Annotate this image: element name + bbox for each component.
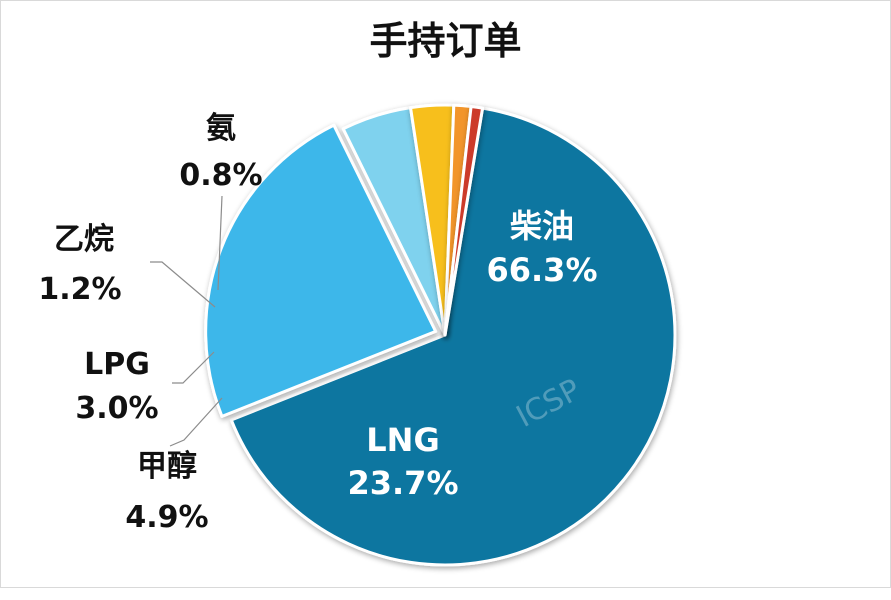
pie-slice: [229, 106, 677, 567]
slice-name-label: LNG: [366, 421, 439, 459]
leader-line: [217, 195, 223, 291]
chart-title: 手持订单: [369, 19, 522, 63]
slice-value-label: 3.0%: [75, 391, 158, 426]
pie-slice: [443, 104, 485, 337]
leader-line: [150, 261, 216, 308]
slice-value-label: 66.3%: [486, 251, 597, 289]
slice-name-label: 甲醇: [137, 449, 197, 484]
pie-slice: [204, 123, 438, 418]
slice-name-label: 氨: [206, 111, 236, 146]
slice-name-label: 乙烷: [54, 222, 114, 257]
slice-name-label: 柴油: [510, 207, 574, 245]
slice-value-label: 1.2%: [38, 272, 121, 307]
slice-name-label: LPG: [84, 347, 150, 382]
leader-line: [169, 397, 223, 447]
slice-value-label: 23.7%: [347, 464, 458, 502]
leader-line: [172, 351, 215, 384]
slice-value-label: 4.9%: [125, 500, 208, 535]
slice-value-label: 0.8%: [179, 158, 262, 193]
